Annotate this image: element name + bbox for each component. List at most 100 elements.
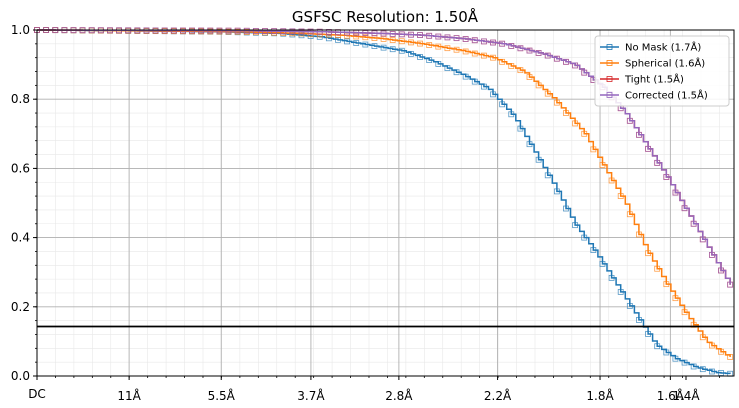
x-tick-label: 11Å bbox=[117, 388, 141, 403]
data-point bbox=[444, 45, 451, 52]
data-point bbox=[535, 50, 542, 56]
legend-label: Spherical (1.6Å) bbox=[625, 57, 705, 70]
data-point bbox=[709, 251, 715, 258]
data-point bbox=[353, 40, 360, 46]
data-point bbox=[426, 57, 433, 64]
data-point bbox=[225, 27, 232, 34]
data-point bbox=[718, 348, 724, 355]
data-point bbox=[709, 368, 715, 375]
data-point bbox=[517, 67, 524, 74]
data-point bbox=[444, 34, 451, 41]
data-point bbox=[398, 38, 405, 45]
data-point bbox=[298, 28, 305, 35]
data-point bbox=[408, 31, 414, 38]
data-point bbox=[581, 234, 588, 241]
data-point bbox=[499, 101, 506, 108]
data-point bbox=[417, 32, 423, 39]
data-point bbox=[389, 37, 396, 43]
data-point bbox=[690, 363, 697, 370]
x-tick-label: 1.4Å bbox=[672, 388, 700, 403]
data-point bbox=[389, 31, 396, 37]
data-point bbox=[471, 78, 478, 85]
data-point bbox=[280, 28, 287, 35]
y-tick-label: 0.2 bbox=[11, 300, 30, 314]
series-line bbox=[37, 29, 731, 357]
data-point bbox=[480, 83, 487, 90]
data-point bbox=[608, 275, 615, 281]
data-point bbox=[435, 43, 442, 50]
data-point bbox=[681, 359, 688, 366]
data-point bbox=[243, 27, 250, 34]
x-tick-label: DC bbox=[28, 387, 46, 401]
data-point bbox=[380, 44, 387, 51]
data-point bbox=[417, 54, 423, 60]
data-point bbox=[389, 46, 396, 53]
data-point bbox=[490, 91, 496, 98]
data-point bbox=[262, 28, 268, 34]
data-point bbox=[234, 27, 241, 34]
y-tick-label: 0.0 bbox=[11, 369, 30, 383]
data-point bbox=[499, 58, 506, 65]
y-tick-label: 1.0 bbox=[11, 23, 30, 37]
x-tick-label: 5.5Å bbox=[208, 388, 236, 403]
data-point bbox=[325, 35, 332, 42]
data-point bbox=[672, 295, 679, 302]
data-point bbox=[462, 73, 469, 80]
data-point bbox=[362, 34, 369, 41]
data-point bbox=[271, 28, 278, 35]
legend-label: Tight (1.5Å) bbox=[624, 73, 684, 86]
axis-ticks: 0.0 0.2 0.4 0.6 0.8 1.0 DC 11Å 5.5Å 3.7Å 2.8Å 2.2Å 1… bbox=[11, 23, 720, 403]
data-point bbox=[699, 366, 706, 373]
data-point bbox=[663, 174, 670, 180]
data-point bbox=[371, 30, 378, 37]
y-tick-label: 0.4 bbox=[11, 231, 30, 245]
data-point bbox=[581, 69, 588, 76]
data-point bbox=[709, 342, 715, 349]
data-point bbox=[572, 120, 579, 127]
data-point bbox=[408, 50, 414, 57]
x-tick-label: 2.2Å bbox=[484, 388, 512, 403]
data-point bbox=[216, 27, 223, 34]
data-point bbox=[517, 125, 524, 132]
data-point bbox=[289, 28, 296, 35]
data-point bbox=[198, 27, 205, 34]
data-point bbox=[408, 39, 414, 46]
data-point bbox=[654, 343, 661, 350]
data-point bbox=[563, 110, 569, 116]
plot-frame bbox=[36, 29, 735, 377]
data-point bbox=[444, 65, 451, 71]
x-tick-label: 1.8Å bbox=[586, 388, 614, 403]
data-point bbox=[544, 52, 551, 59]
data-point bbox=[207, 27, 214, 34]
data-point bbox=[590, 146, 597, 153]
y-tick-label: 0.6 bbox=[11, 161, 30, 175]
legend-swatch-marker bbox=[606, 44, 613, 50]
data-point bbox=[435, 33, 442, 40]
data-point bbox=[353, 33, 360, 40]
data-point bbox=[617, 193, 624, 199]
data-point bbox=[426, 42, 433, 48]
data-point bbox=[699, 236, 706, 243]
data-point bbox=[398, 47, 405, 54]
data-point bbox=[307, 28, 314, 35]
y-tick-label: 0.8 bbox=[11, 92, 30, 106]
x-tick-label: 2.8Å bbox=[385, 388, 413, 403]
data-point bbox=[663, 281, 670, 288]
legend-swatch-marker bbox=[606, 92, 613, 98]
legend-swatch-marker bbox=[606, 60, 613, 66]
data-point bbox=[453, 35, 460, 42]
data-point bbox=[572, 62, 579, 69]
data-point bbox=[626, 117, 633, 124]
data-point bbox=[252, 27, 259, 34]
data-point bbox=[699, 334, 706, 341]
data-point bbox=[189, 27, 195, 34]
data-point bbox=[590, 247, 597, 253]
data-point bbox=[508, 43, 515, 49]
data-point bbox=[563, 205, 569, 212]
data-point bbox=[581, 130, 588, 137]
data-point bbox=[608, 177, 615, 184]
data-point bbox=[690, 220, 697, 227]
data-point bbox=[636, 131, 642, 138]
legend-label: No Mask (1.7Å) bbox=[625, 41, 701, 54]
